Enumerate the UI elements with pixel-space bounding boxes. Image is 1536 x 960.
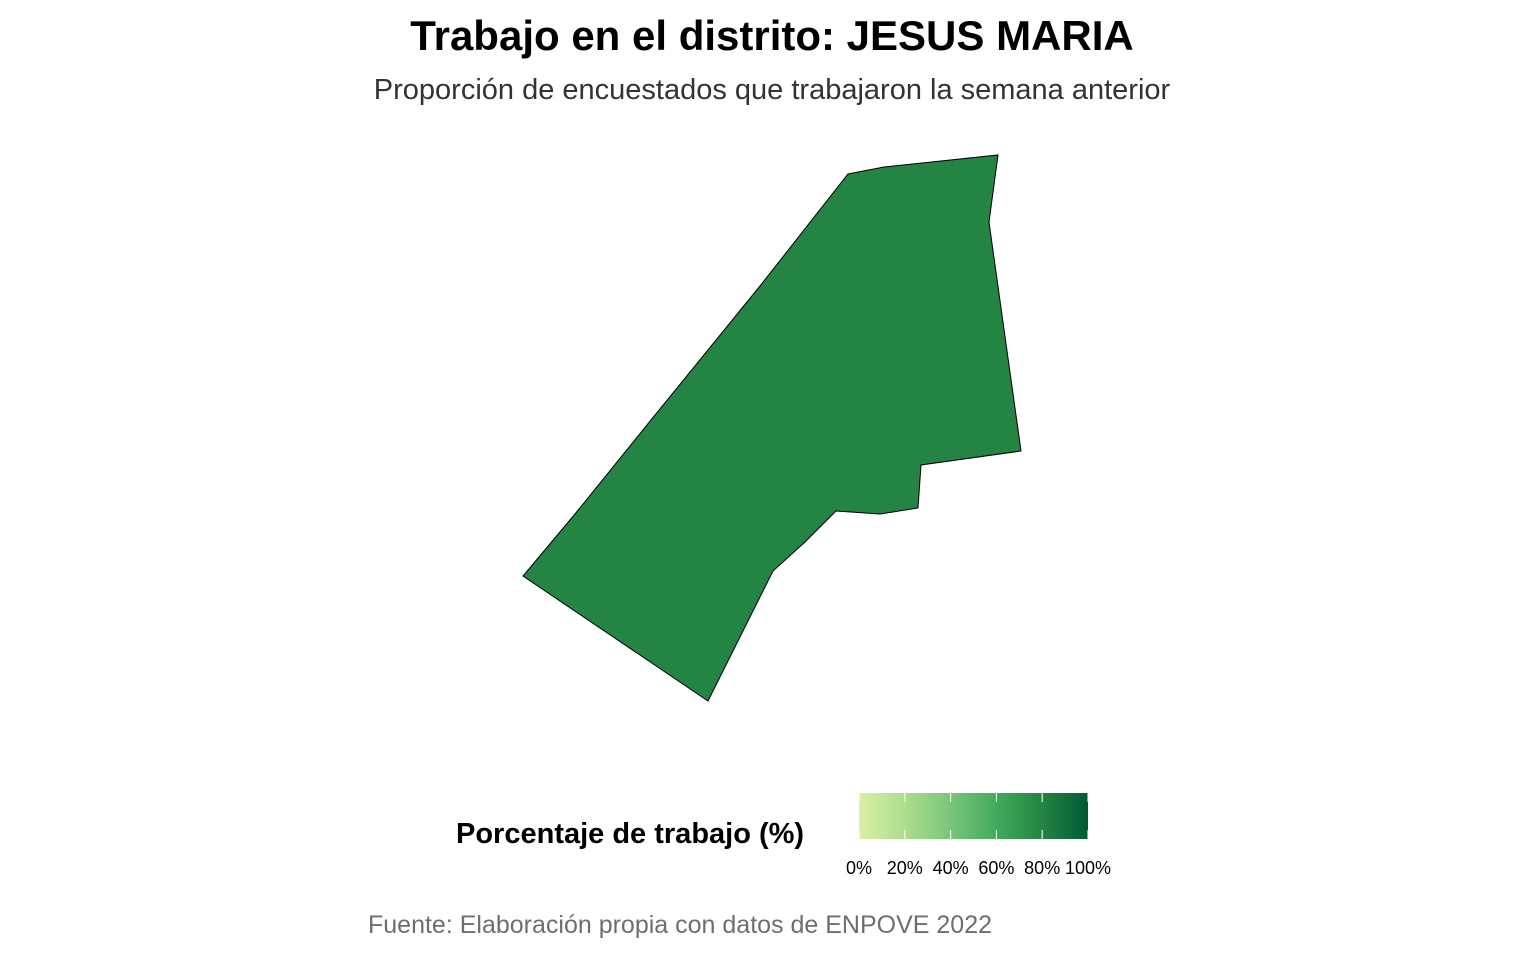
legend-title: Porcentaje de trabajo (%) bbox=[456, 818, 805, 850]
map-subtitle: Proporción de encuestados que trabajaron… bbox=[373, 74, 1171, 106]
legend-tick-label: 20% bbox=[886, 858, 923, 878]
legend-tick-label: 100% bbox=[1064, 858, 1112, 878]
source-caption: Fuente: Elaboración propia con datos de … bbox=[368, 911, 993, 939]
district-polygon-jesus-maria bbox=[522, 154, 1022, 702]
legend-tick-label: 0% bbox=[845, 858, 873, 878]
legend-color-bar bbox=[859, 793, 1088, 839]
legend-tick-label: 80% bbox=[1024, 858, 1061, 878]
legend-tick-label: 40% bbox=[932, 858, 969, 878]
map-title: Trabajo en el distrito: JESUS MARIA bbox=[410, 12, 1134, 59]
legend-tick-label: 60% bbox=[978, 858, 1015, 878]
